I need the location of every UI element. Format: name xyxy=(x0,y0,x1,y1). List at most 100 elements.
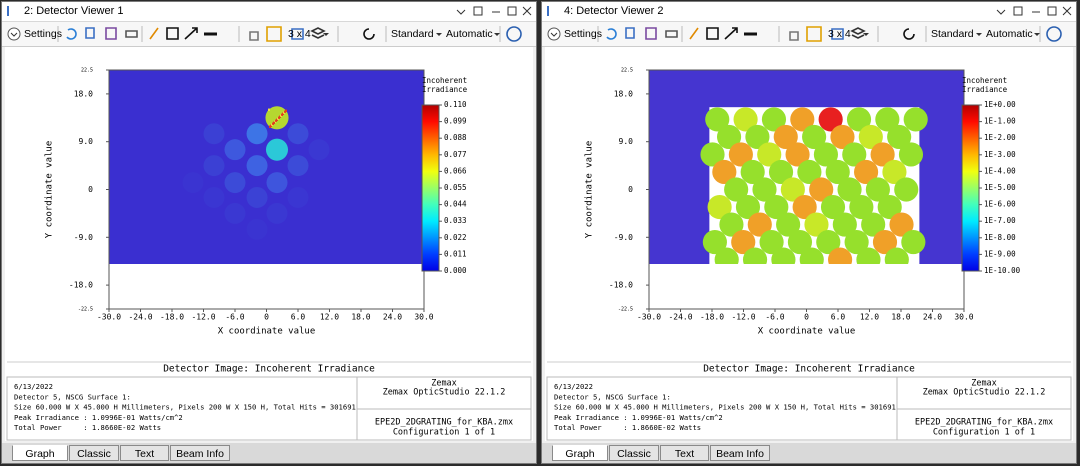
rectangle-icon[interactable] xyxy=(166,27,179,40)
window-title: 2: Detector Viewer 1 xyxy=(24,5,124,17)
colorbar-label: 0.077 xyxy=(444,150,467,159)
irradiance-spot xyxy=(203,123,225,145)
maximize-control[interactable] xyxy=(1047,6,1057,16)
view-tab[interactable]: Classic xyxy=(609,445,659,461)
x-tick-label: 24.0 xyxy=(923,313,942,322)
refresh-icon[interactable] xyxy=(66,28,77,40)
colorbar-label: 0.099 xyxy=(444,117,467,126)
dropdown-control xyxy=(456,9,466,15)
irradiance-spot xyxy=(773,124,798,149)
save-icon[interactable] xyxy=(645,27,657,40)
float-control[interactable] xyxy=(473,6,483,16)
scale-dropdown[interactable]: Automatic xyxy=(986,28,1033,40)
irradiance-spot xyxy=(719,212,744,237)
x-tick-label: 24.0 xyxy=(383,313,402,322)
plot-area: -30.0 -24.0 -18.0 -12.0 -6.0 0 6.0 12.0 18.0 24.0… xyxy=(5,47,533,441)
rectangle-icon[interactable] xyxy=(706,27,719,40)
irradiance-spot xyxy=(854,159,879,185)
x-tick-label: 6.0 xyxy=(291,313,306,322)
scale-dropdown[interactable]: Automatic xyxy=(446,28,493,40)
irradiance-spot xyxy=(776,212,801,237)
layers-icon[interactable] xyxy=(310,27,326,39)
rotate-icon[interactable] xyxy=(363,28,375,40)
irradiance-spot xyxy=(712,159,737,185)
irradiance-spot xyxy=(724,177,749,202)
layout-icon[interactable] xyxy=(806,26,822,42)
save-icon[interactable] xyxy=(105,27,117,40)
window-icon[interactable] xyxy=(291,28,304,40)
view-tab[interactable]: Classic xyxy=(69,445,119,461)
settings-toggle[interactable] xyxy=(547,27,561,41)
irradiance-spot xyxy=(757,142,782,167)
lock-icon[interactable] xyxy=(249,31,259,41)
style-dropdown[interactable]: Standard xyxy=(391,28,434,40)
arrow-icon[interactable] xyxy=(724,27,738,40)
settings-chevron xyxy=(10,32,18,37)
irradiance-spot xyxy=(224,172,246,194)
view-tab[interactable]: Graph xyxy=(12,445,68,461)
x-tick-label: 30.0 xyxy=(954,313,973,322)
window-icon[interactable] xyxy=(831,28,844,40)
y-tick-label: -22.5 xyxy=(618,307,633,313)
x-tick-label: 18.0 xyxy=(891,313,910,322)
settings-button[interactable]: Settings xyxy=(564,28,602,40)
info-configuration: Configuration 1 of 1 xyxy=(933,428,1035,438)
irradiance-spot xyxy=(731,230,756,255)
layout-dropdown[interactable]: 3 x 4 xyxy=(288,28,311,40)
pencil-icon[interactable] xyxy=(149,27,159,40)
layout-dropdown[interactable]: 3 x 4 xyxy=(828,28,851,40)
x-tick-label: -30.0 xyxy=(97,313,121,322)
irradiance-spot xyxy=(246,155,268,177)
view-tab[interactable]: Beam Info xyxy=(170,445,230,461)
irradiance-spot xyxy=(265,138,289,161)
x-tick-label: 0 xyxy=(804,313,809,322)
colorbar-label: 1E-5.00 xyxy=(984,183,1016,192)
y-axis-label: Y coordinate value xyxy=(45,141,55,239)
settings-button[interactable]: Settings xyxy=(24,28,62,40)
irradiance-spot xyxy=(747,212,772,237)
info-vendor: Zemax xyxy=(431,379,457,389)
y-tick-label: -9.0 xyxy=(74,233,93,242)
copy-icon[interactable] xyxy=(85,27,95,39)
print-icon[interactable] xyxy=(665,30,678,38)
copy-icon[interactable] xyxy=(625,27,635,39)
print-icon[interactable] xyxy=(125,30,138,38)
irradiance-spot xyxy=(802,124,827,149)
close-control[interactable] xyxy=(522,6,532,16)
irradiance-spot xyxy=(849,194,874,220)
irradiance-spot xyxy=(287,186,309,208)
colorbar-label: 1E-10.00 xyxy=(984,266,1021,275)
irradiance-spot xyxy=(728,142,753,167)
colorbar-label: 0.110 xyxy=(444,100,467,109)
pencil-icon[interactable] xyxy=(689,27,699,40)
y-tick-label: -9.0 xyxy=(614,233,633,242)
toolbar-icons xyxy=(7,26,522,42)
view-tab[interactable]: Text xyxy=(660,445,709,461)
arrow-icon[interactable] xyxy=(184,27,198,40)
float-control[interactable] xyxy=(1013,6,1023,16)
close-control[interactable] xyxy=(1062,6,1072,16)
x-tick-label: 12.0 xyxy=(860,313,879,322)
x-tick-label: 12.0 xyxy=(320,313,339,322)
irradiance-spot xyxy=(714,247,739,264)
irradiance-spot xyxy=(752,177,777,202)
layout-icon[interactable] xyxy=(266,26,282,42)
help-icon[interactable] xyxy=(506,26,522,42)
maximize-control[interactable] xyxy=(507,6,517,16)
refresh-icon[interactable] xyxy=(606,28,617,40)
view-tab[interactable]: Beam Info xyxy=(710,445,770,461)
help-icon[interactable] xyxy=(1046,26,1062,42)
y-tick-label: 0 xyxy=(88,185,93,194)
irradiance-spot xyxy=(846,107,872,132)
settings-chevron xyxy=(550,32,558,37)
lock-icon[interactable] xyxy=(789,31,799,41)
rotate-icon[interactable] xyxy=(903,28,915,40)
settings-toggle[interactable] xyxy=(7,27,21,41)
style-dropdown[interactable]: Standard xyxy=(931,28,974,40)
view-tab[interactable]: Graph xyxy=(552,445,608,461)
y-tick-label: 9.0 xyxy=(619,137,634,146)
view-tab[interactable]: Text xyxy=(120,445,169,461)
y-tick-label: 9.0 xyxy=(79,137,94,146)
layers-icon[interactable] xyxy=(850,27,866,39)
colorbar-label: 1E-1.00 xyxy=(984,117,1016,126)
